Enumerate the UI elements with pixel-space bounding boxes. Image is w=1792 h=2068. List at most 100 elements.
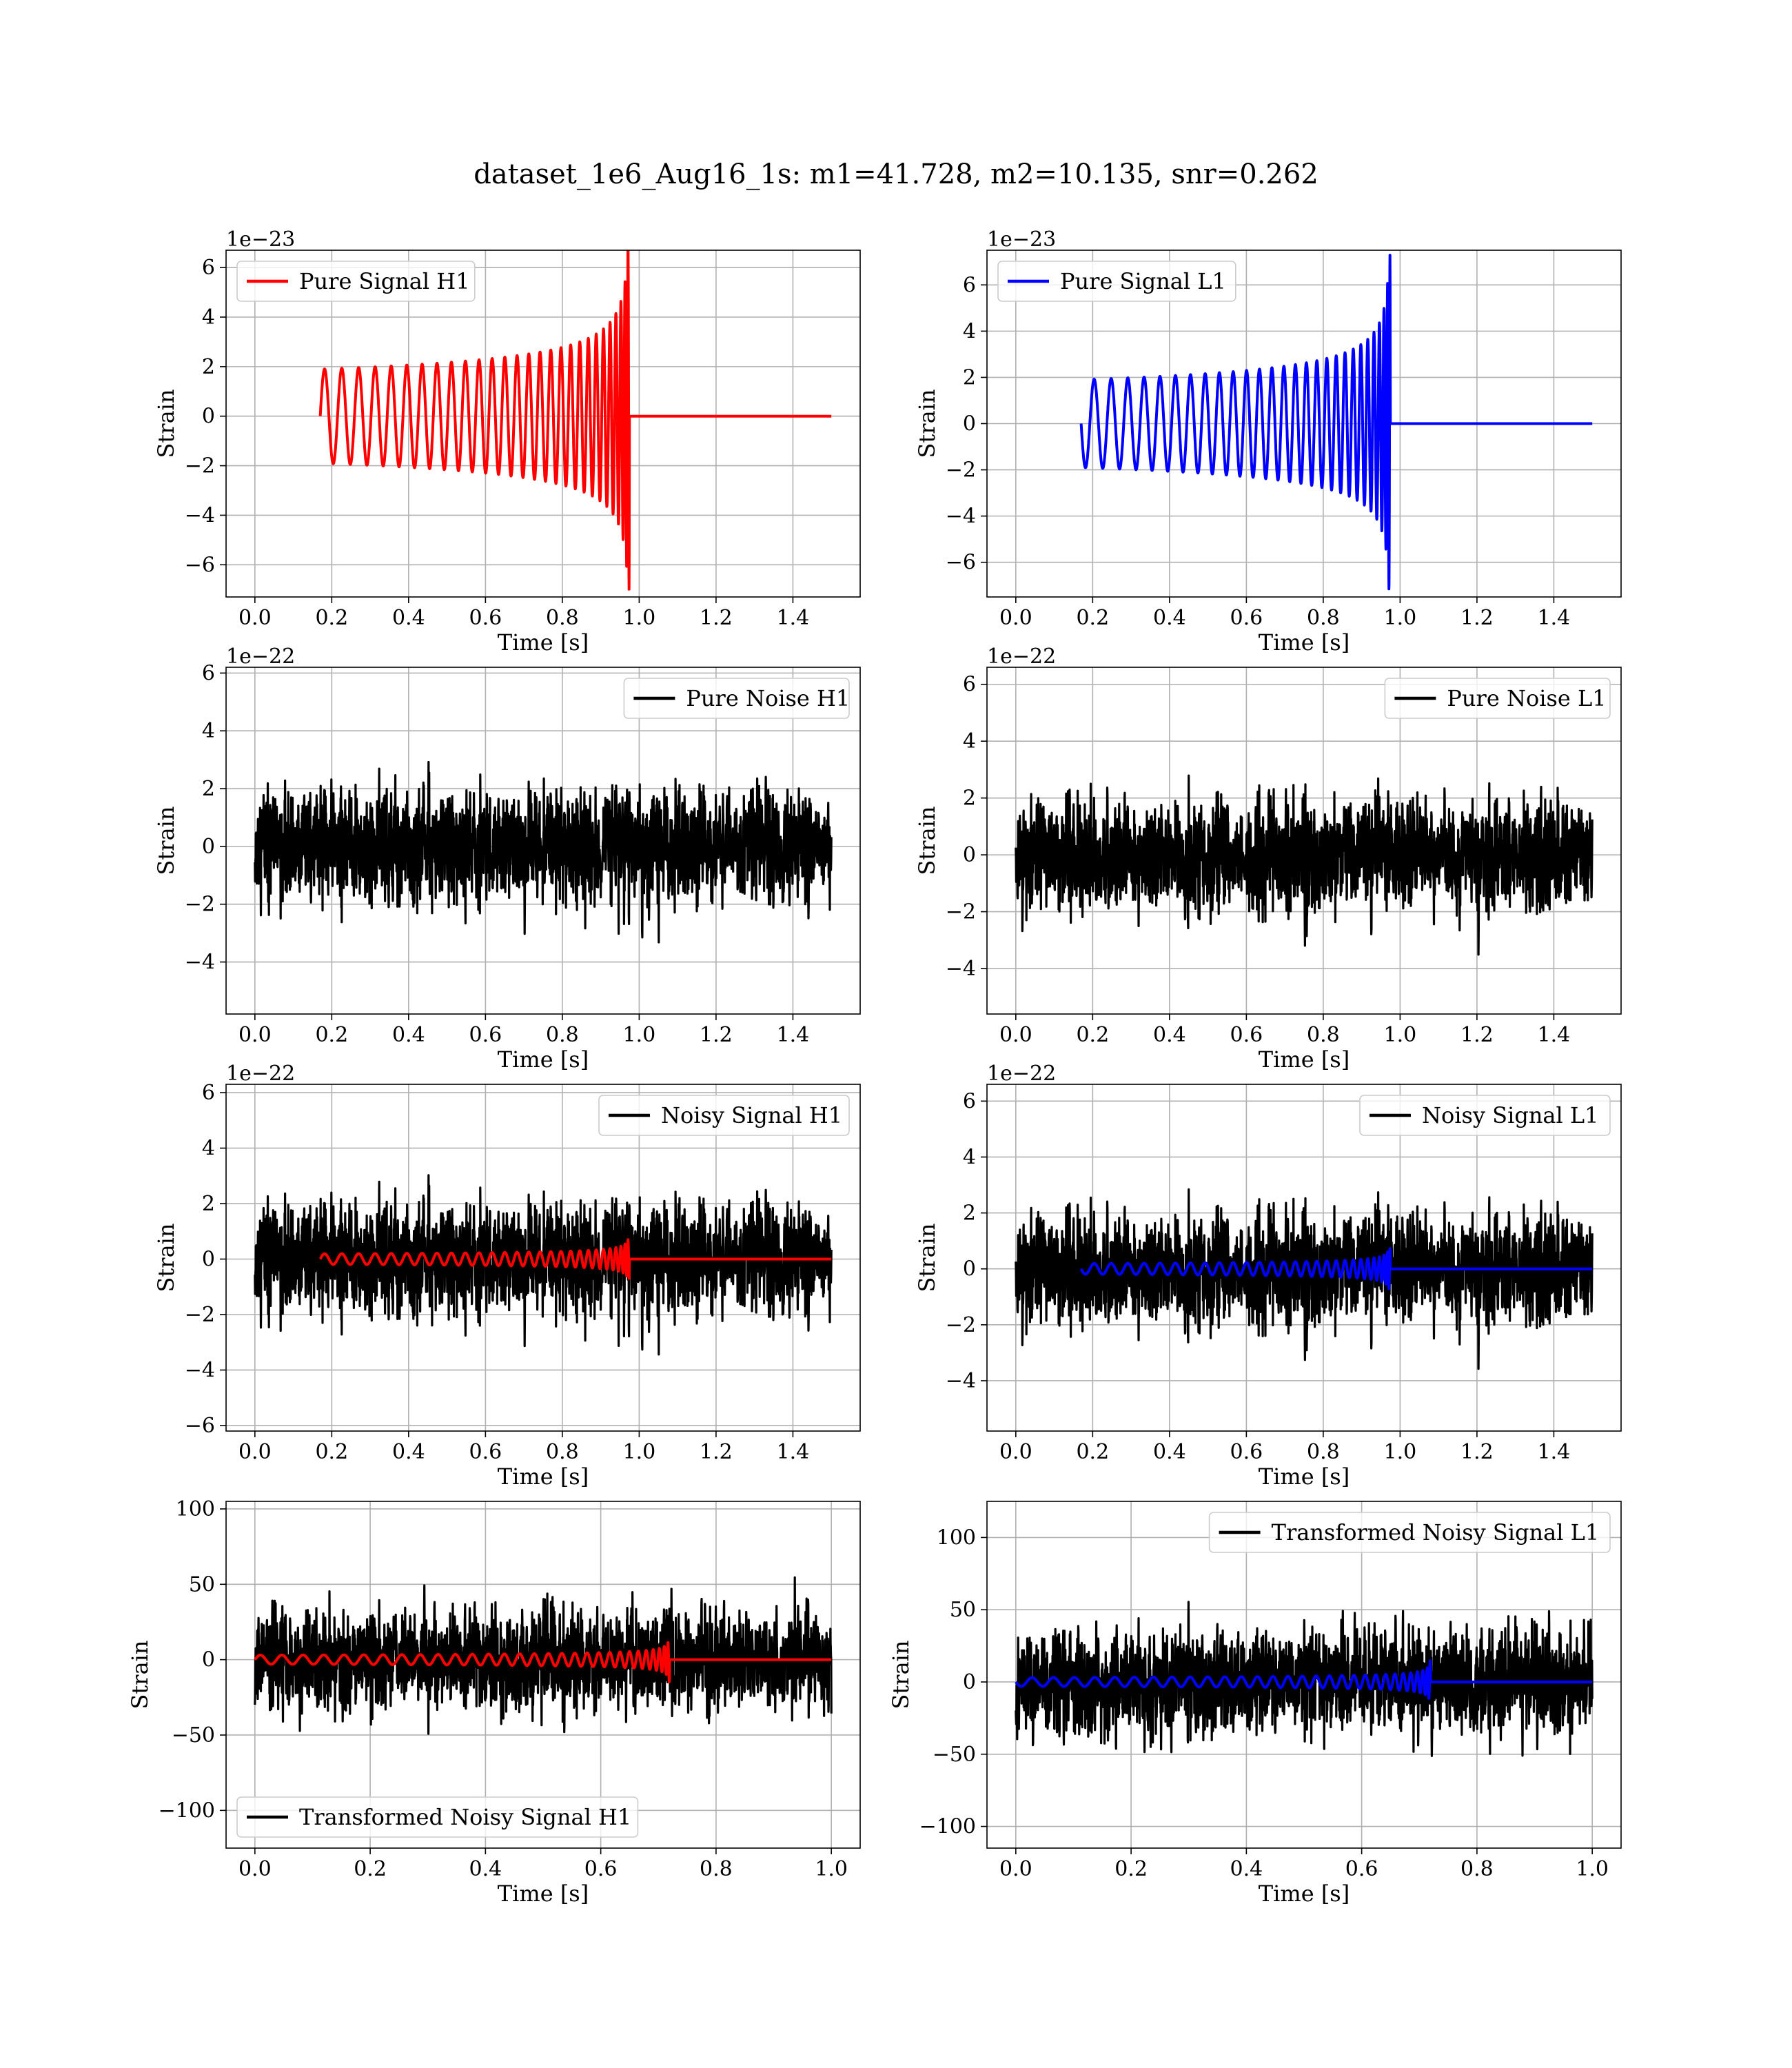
y-tick-label: 100	[937, 1525, 976, 1550]
y-tick-label: −2	[946, 900, 976, 924]
y-tick-label: −4	[185, 1358, 215, 1382]
y-tick-label: 2	[963, 1202, 976, 1226]
series-line-0	[1015, 774, 1594, 956]
legend-label: Noisy Signal L1	[1422, 1102, 1599, 1128]
x-tick-label: 0.6	[1345, 1857, 1378, 1881]
x-tick-label: 0.2	[315, 606, 348, 630]
y-tick-label: 4	[202, 1137, 215, 1161]
x-tick-label: 1.0	[623, 1440, 656, 1464]
x-axis-label: Time [s]	[1259, 1046, 1350, 1073]
x-tick-label: 1.4	[777, 1440, 810, 1464]
series-line-0	[1015, 1601, 1594, 1757]
series-group	[1015, 774, 1594, 956]
x-tick-label: 1.2	[700, 606, 733, 630]
series-line-1	[1015, 1659, 1594, 1700]
y-tick-label: 4	[963, 319, 976, 343]
x-tick-label: 1.0	[623, 606, 656, 630]
y-tick-label: −4	[946, 957, 976, 981]
y-axis-label: Strain	[914, 807, 940, 875]
plot-frame	[986, 1501, 1622, 1849]
y-tick-label: 2	[963, 787, 976, 811]
series-line-1	[318, 1238, 833, 1280]
chart-panel-pure-noise-h1: 0.0 0.2 0.4 0.6 0.8 1.0 1.2 1.4 −4 −2 0 2 4 6 1e−22 Tim…	[153, 645, 861, 1073]
x-tick-label: 0.4	[392, 606, 425, 630]
y-tick-label: −4	[946, 1369, 976, 1393]
legend: Noisy Signal H1	[598, 1095, 850, 1136]
legend: Pure Noise L1	[1384, 678, 1611, 719]
y-axis-label: Strain	[153, 807, 179, 875]
legend-box	[997, 261, 1236, 302]
x-tick-label: 0.6	[1230, 1440, 1263, 1464]
y-tick-label: −4	[185, 503, 215, 527]
x-tick-label: 0.6	[469, 1440, 502, 1464]
series-group	[254, 760, 833, 944]
y-tick-label: −4	[946, 505, 976, 529]
x-tick-label: 0.2	[1114, 1857, 1148, 1881]
x-tick-label: 1.0	[1384, 606, 1417, 630]
x-tick-label: 1.4	[1538, 606, 1571, 630]
series-line-0	[1015, 1188, 1594, 1370]
series-line-0	[1079, 254, 1594, 591]
legend-box	[1359, 1095, 1611, 1136]
y-tick-label: −2	[185, 893, 215, 917]
x-tick-label: 0.8	[700, 1857, 733, 1881]
x-tick-label: 0.8	[1307, 606, 1340, 630]
x-tick-label: 1.2	[1460, 606, 1494, 630]
y-tick-label: −6	[185, 553, 215, 577]
x-tick-label: 0.2	[315, 1440, 348, 1464]
y-axis-label: Strain	[127, 1641, 153, 1710]
x-tick-label: 0.8	[1307, 1023, 1340, 1047]
legend-label: Transformed Noisy Signal L1	[1272, 1519, 1600, 1545]
legend: Pure Noise H1	[623, 678, 850, 719]
y-tick-label: 2	[202, 1192, 215, 1216]
y-tick-label: 50	[950, 1598, 976, 1622]
y-tick-label: 0	[963, 1257, 976, 1281]
y-tick-label: 6	[202, 661, 215, 685]
x-axis-label: Time [s]	[498, 1881, 589, 1907]
legend-label: Pure Signal H1	[299, 268, 470, 294]
x-tick-label: 0.0	[238, 606, 272, 630]
legend-label: Pure Noise H1	[686, 685, 850, 711]
legend-label: Pure Signal L1	[1060, 268, 1226, 294]
y-tick-label: −2	[185, 454, 215, 478]
plot-frame	[986, 250, 1622, 598]
x-tick-label: 0.8	[546, 606, 579, 630]
offset-text: 1e−22	[226, 645, 295, 669]
x-tick-label: 0.6	[1230, 606, 1263, 630]
x-tick-label: 1.4	[1538, 1023, 1571, 1047]
y-tick-label: 50	[189, 1572, 215, 1596]
x-tick-label: 0.6	[1230, 1023, 1263, 1047]
y-tick-label: −100	[919, 1815, 976, 1839]
y-axis-label: Strain	[914, 389, 940, 458]
plot-frame	[225, 250, 861, 598]
series-group	[254, 1174, 833, 1356]
y-tick-label: −6	[185, 1414, 215, 1438]
y-tick-label: 6	[963, 1089, 976, 1113]
x-tick-label: 0.4	[392, 1440, 425, 1464]
x-tick-label: 0.0	[999, 606, 1032, 630]
legend-box	[623, 678, 850, 719]
y-tick-label: −100	[159, 1798, 215, 1823]
x-axis-label: Time [s]	[1259, 1881, 1350, 1907]
y-tick-label: 0	[963, 843, 976, 867]
x-tick-label: 0.0	[238, 1023, 272, 1047]
plot-frame	[225, 1084, 861, 1432]
legend-box	[1384, 678, 1611, 719]
x-tick-label: 0.2	[354, 1857, 387, 1881]
y-tick-label: 6	[963, 673, 976, 697]
chart-panel-pure-noise-l1: 0.0 0.2 0.4 0.6 0.8 1.0 1.2 1.4 −4 −2 0 2 4 6 1e−22 Tim…	[914, 645, 1622, 1073]
legend: Noisy Signal L1	[1359, 1095, 1611, 1136]
x-tick-label: 0.8	[1460, 1857, 1494, 1881]
x-tick-label: 1.0	[623, 1023, 656, 1047]
plot-frame	[225, 667, 861, 1015]
series-group	[1015, 1188, 1594, 1370]
y-tick-label: 4	[963, 729, 976, 753]
offset-text: 1e−23	[226, 227, 295, 252]
y-tick-label: −2	[185, 1303, 215, 1327]
series-group	[254, 1576, 833, 1735]
x-tick-label: 0.6	[469, 606, 502, 630]
plot-frame	[225, 1501, 861, 1849]
legend-box	[236, 1796, 639, 1838]
x-tick-label: 1.2	[1460, 1023, 1494, 1047]
